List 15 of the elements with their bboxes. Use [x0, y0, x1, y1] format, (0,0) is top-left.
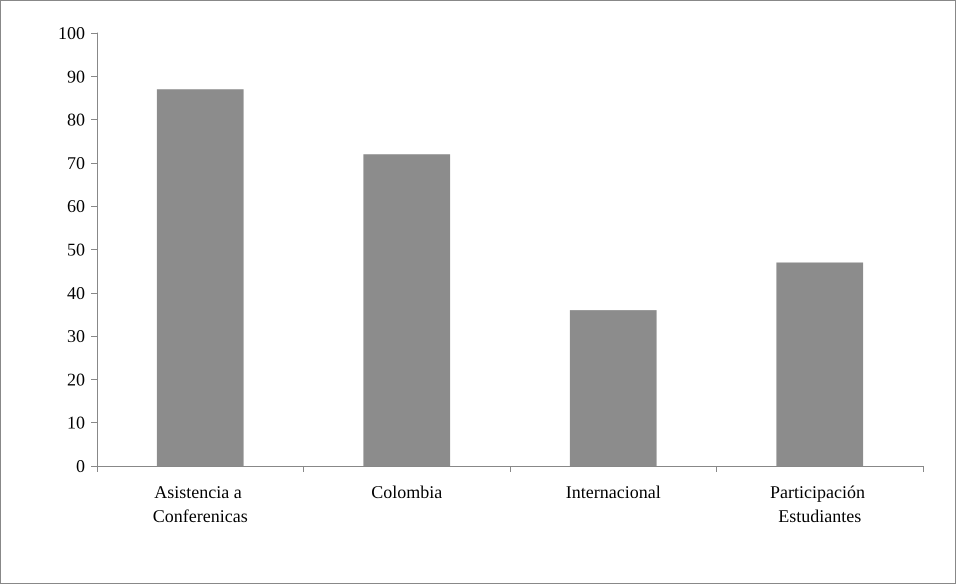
y-tick-label: 40	[67, 282, 85, 303]
y-tick-label: 10	[67, 412, 85, 433]
y-tick-label: 80	[67, 110, 85, 130]
y-tick-label: 70	[67, 152, 85, 173]
x-tick-label: Asistencia a Conferenicas	[152, 482, 248, 526]
x-tick-label: Participación Estudiantes	[770, 482, 870, 526]
x-tick-label: Colombia	[371, 482, 442, 502]
y-tick-label: 20	[67, 369, 85, 390]
y-tick-label: 0	[76, 456, 85, 476]
x-tick-label: Internacional	[566, 482, 661, 502]
y-tick-label: 100	[58, 23, 85, 43]
y-tick-label: 30	[67, 326, 85, 346]
y-tick-label: 90	[67, 66, 85, 86]
y-tick-label: 60	[67, 196, 85, 216]
y-tick-label: 50	[67, 240, 85, 260]
